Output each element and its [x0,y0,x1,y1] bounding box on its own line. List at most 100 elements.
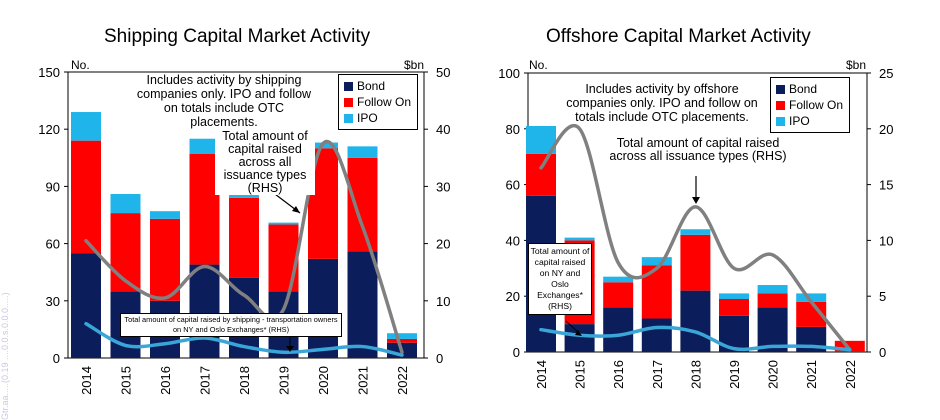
left-tick-label: 60 [506,178,520,193]
x-tick-label: 2015 [573,360,588,389]
bar-ipo [603,276,634,283]
bar-follow-on [603,282,634,308]
bar-follow-on [526,153,556,196]
bar-follow-on [110,213,141,292]
bar-bond [308,258,338,358]
x-tick-label: 2018 [688,360,703,389]
x-tick-label: 2017 [198,366,213,395]
bar-ipo [150,211,180,219]
right-tick-label: 40 [436,122,450,137]
x-tick-label: 2021 [804,360,819,389]
bar-ipo [268,222,299,225]
x-tick-label: 2019 [277,366,292,395]
bar-ipo [641,257,672,266]
x-tick-label: 2022 [843,360,858,389]
chart-legend: Bond Follow On IPO [338,74,419,130]
right-tick-label: 20 [879,122,893,137]
legend-item-ipo: IPO [776,113,843,129]
legend-item-bond: Bond [344,78,411,94]
bar-follow-on [71,140,101,254]
bar-bond [71,253,101,358]
legend-label: Bond [357,79,386,93]
legend-swatch [776,84,785,94]
right-tick-label: 30 [436,179,450,194]
x-tick-label: 2022 [395,366,410,395]
right-tick-label: 5 [879,289,886,304]
legend-label: IPO [789,114,810,128]
left-tick-label: 40 [506,233,520,248]
right-tick-label: 10 [879,233,893,248]
bar-bond [347,251,378,358]
callout-arrowhead [292,206,300,213]
shipping-chart-panel: 0 30 60 90 120 150 0 10 20 30 40 50 2014 2015 2016 2017… [0,0,470,412]
bar-follow-on [757,293,788,308]
bar-follow-on [719,298,749,316]
offshore-chart-panel: 0 20 40 60 80 100 0 5 10 15 20 25 2014 2015 2016 2017 20… [470,0,940,412]
total-line-callout: Total amount of capital raised across al… [215,130,315,195]
x-tick-label: 2018 [237,366,252,395]
bar-ipo [71,112,101,141]
left-tick-label: 0 [53,351,60,366]
legend-label: Follow On [789,98,844,112]
right-tick-label: 50 [436,65,450,80]
right-tick-label: 0 [879,345,886,360]
x-tick-label: 2019 [727,360,742,389]
legend-label: Follow On [357,95,412,109]
total-line-callout: Total amount of capital raised across al… [608,136,788,163]
x-tick-label: 2020 [316,366,331,395]
bar-follow-on [680,234,711,291]
x-tick-label: 2014 [79,366,94,395]
legend-swatch [344,113,353,123]
legend-item-ipo: IPO [344,110,411,126]
boxed-label-arrowhead [575,330,582,336]
legend-item-follow-on: Follow On [344,94,411,110]
bar-follow-on [387,338,417,343]
left-tick-label: 30 [46,294,60,309]
right-tick-label: 20 [436,237,450,252]
boxed-label-arrowhead [286,346,294,352]
bar-ipo [757,285,788,294]
legend-item-bond: Bond [776,81,843,97]
chart-note: Includes activity by shipping companies … [136,73,312,129]
chart-title: Shipping Capital Market Activity [104,26,371,47]
right-tick-label: 25 [879,66,893,81]
callout-arrowhead [692,197,700,204]
total-capital-line [539,124,852,352]
bar-ipo [564,237,595,241]
bar-follow-on [229,197,259,278]
legend-swatch [776,116,785,126]
bar-follow-on [150,218,180,301]
bar-ipo [347,146,378,158]
x-tick-label: 2015 [119,366,134,395]
exchange-capital-line [539,325,852,352]
legend-swatch [776,100,785,110]
bar-bond [189,264,220,358]
left-tick-label: 60 [46,237,60,252]
exchange-capital-line [84,321,404,357]
x-tick-label: 2016 [158,366,173,395]
right-axis-unit: $bn [846,58,867,72]
bar-bond [603,307,634,352]
bar-bond [680,290,711,352]
bar-ipo [719,293,749,299]
legend-label: Bond [789,82,818,96]
chart-note: Includes activity by offshore companies … [566,82,758,124]
bar-ipo [110,194,141,214]
left-tick-label: 20 [506,289,520,304]
legend-item-follow-on: Follow On [776,97,843,113]
x-tick-label: 2017 [650,360,665,389]
bar-ipo [796,293,827,302]
bar-ipo [189,138,220,154]
bar-follow-on [268,224,299,292]
chart-title: Offshore Capital Market Activity [546,26,811,47]
bar-ipo [680,229,711,235]
legend-label: IPO [357,111,378,125]
left-tick-label: 90 [46,179,60,194]
left-axis-unit: No. [529,58,548,72]
bar-follow-on [834,340,865,352]
bar-follow-on [189,153,220,265]
right-tick-label: 0 [436,351,443,366]
right-axis-unit: $bn [404,58,425,72]
otc-line-label: Total amount of capital raised on NY and… [528,243,592,315]
right-tick-label: 10 [436,294,450,309]
